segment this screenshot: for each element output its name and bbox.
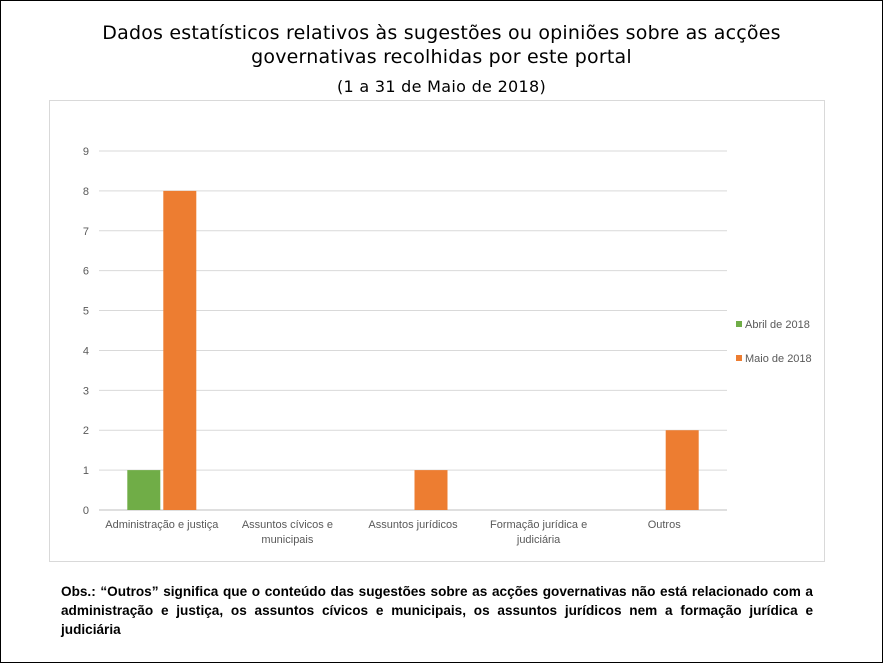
y-tick-label: 1 <box>83 465 89 477</box>
legend-entry: Maio de 2018 <box>745 353 812 365</box>
x-tick-label: Administração e justiça <box>105 519 219 531</box>
bar-maio-de-2018 <box>414 470 448 510</box>
legend-swatch <box>736 321 742 327</box>
x-tick-label: municipais <box>261 534 313 546</box>
x-tick-label: Formação jurídica e <box>490 519 587 531</box>
bar-maio-de-2018 <box>665 430 699 510</box>
y-tick-label: 5 <box>83 306 89 318</box>
bar-abril-de-2018 <box>127 470 161 510</box>
legend-swatch <box>736 355 742 361</box>
y-tick-label: 0 <box>83 505 89 517</box>
y-tick-label: 2 <box>83 425 89 437</box>
y-tick-label: 8 <box>83 186 89 198</box>
y-tick-label: 3 <box>83 385 89 397</box>
x-tick-label: Assuntos cívicos e <box>242 519 333 531</box>
x-tick-label: Assuntos jurídicos <box>368 519 458 531</box>
observation-note: Obs.: “Outros” significa que o conteúdo … <box>61 584 813 637</box>
y-tick-label: 7 <box>83 226 89 238</box>
bar-maio-de-2018 <box>163 190 197 510</box>
chart-title-line-2: governativas recolhidas por este portal <box>251 46 632 68</box>
y-tick-label: 9 <box>83 146 89 158</box>
legend-entry: Abril de 2018 <box>745 319 810 331</box>
x-tick-label: judiciária <box>516 534 561 546</box>
chart-title-line-1: Dados estatísticos relativos às sugestõe… <box>102 22 781 44</box>
chart-subtitle: (1 a 31 de Maio de 2018) <box>336 77 547 96</box>
x-tick-label: Outros <box>648 519 682 531</box>
y-tick-label: 4 <box>83 345 89 357</box>
y-tick-label: 6 <box>83 266 89 278</box>
